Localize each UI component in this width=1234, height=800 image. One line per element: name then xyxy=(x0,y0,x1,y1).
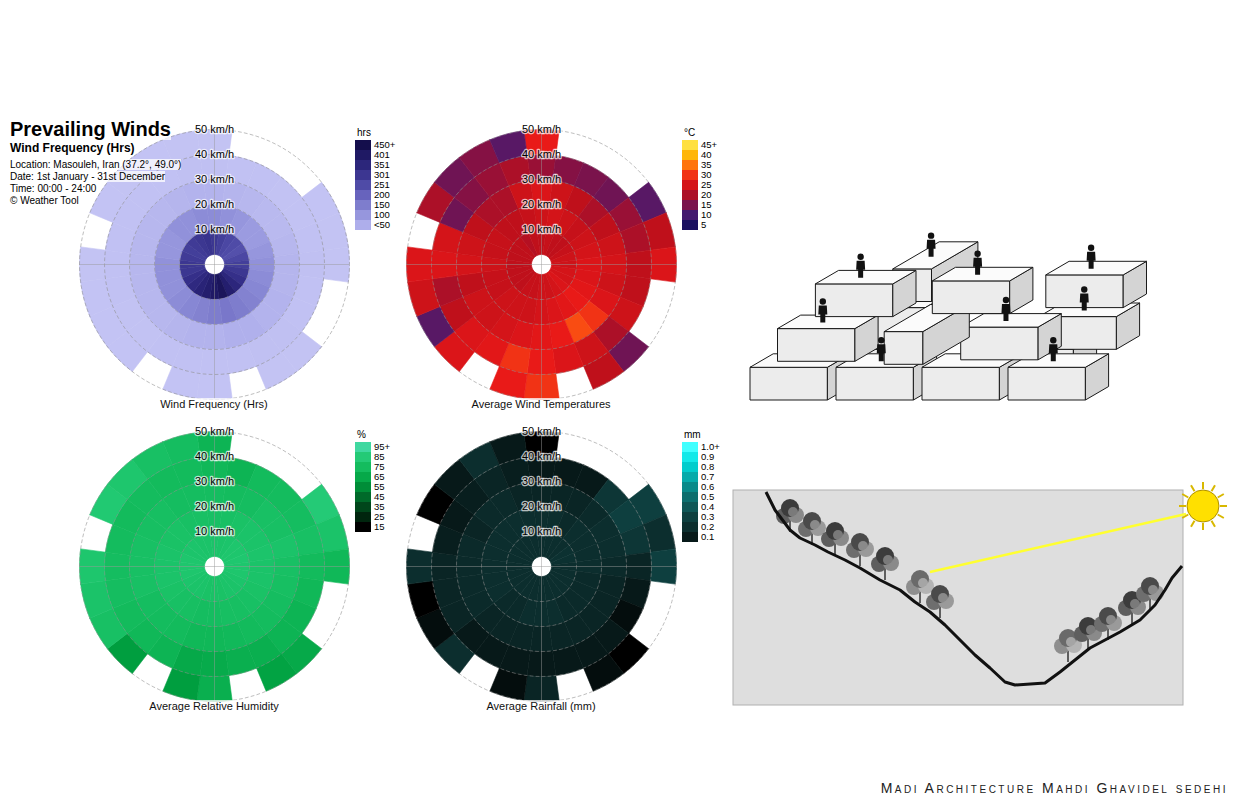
svg-text:10 km/h: 10 km/h xyxy=(522,525,561,537)
svg-text:45+: 45+ xyxy=(701,138,718,150)
svg-text:50 km/h: 50 km/h xyxy=(195,123,234,135)
svg-text:35: 35 xyxy=(701,158,712,170)
svg-text:20 km/h: 20 km/h xyxy=(522,500,561,512)
svg-text:0.6: 0.6 xyxy=(701,480,715,492)
svg-text:25: 25 xyxy=(701,178,712,190)
svg-text:401: 401 xyxy=(374,148,390,160)
svg-text:15: 15 xyxy=(701,198,712,210)
svg-text:65: 65 xyxy=(374,470,385,482)
svg-text:95+: 95+ xyxy=(374,440,391,452)
html-text:Wind Frequency (Hrs): Wind Frequency (Hrs) xyxy=(160,398,268,410)
html-text:Time: 00:00 - 24:00: Time: 00:00 - 24:00 xyxy=(10,183,97,194)
svg-text:0.1: 0.1 xyxy=(701,531,714,542)
svg-text:30 km/h: 30 km/h xyxy=(195,173,234,185)
svg-text:30: 30 xyxy=(701,168,712,180)
svg-text:<50: <50 xyxy=(374,219,390,230)
svg-text:40 km/h: 40 km/h xyxy=(195,450,234,462)
svg-text:50 km/h: 50 km/h xyxy=(195,425,234,437)
svg-text:40 km/h: 40 km/h xyxy=(522,450,561,462)
svg-text:251: 251 xyxy=(374,178,390,190)
svg-text:301: 301 xyxy=(374,168,390,180)
svg-text:10 km/h: 10 km/h xyxy=(195,525,234,537)
html-text:© Weather Tool: © Weather Tool xyxy=(10,195,79,206)
svg-text:10 km/h: 10 km/h xyxy=(195,223,234,235)
svg-text:75: 75 xyxy=(374,460,385,472)
svg-text:1.0+: 1.0+ xyxy=(701,440,720,452)
svg-text:0.3: 0.3 xyxy=(701,510,715,522)
svg-text:0.8: 0.8 xyxy=(701,460,715,472)
svg-text:20: 20 xyxy=(701,188,712,200)
svg-text:30 km/h: 30 km/h xyxy=(195,475,234,487)
svg-text:55: 55 xyxy=(374,480,385,492)
svg-text:30 km/h: 30 km/h xyxy=(522,173,561,185)
html-text:Madi Architecture Mahdi Ghavid: Madi Architecture Mahdi Ghavidel sedehi xyxy=(880,780,1228,796)
svg-text:20 km/h: 20 km/h xyxy=(195,500,234,512)
svg-text:45: 45 xyxy=(374,490,385,502)
svg-text:mm: mm xyxy=(684,429,701,440)
svg-text:100: 100 xyxy=(374,208,390,220)
svg-text:10: 10 xyxy=(701,208,712,220)
html-text:Average Wind Temperatures: Average Wind Temperatures xyxy=(471,398,611,410)
svg-text:85: 85 xyxy=(374,450,385,462)
svg-text:50 km/h: 50 km/h xyxy=(522,123,561,135)
svg-text:450+: 450+ xyxy=(374,138,396,150)
svg-text:15: 15 xyxy=(374,521,385,532)
svg-text:40 km/h: 40 km/h xyxy=(522,148,561,160)
svg-text:150: 150 xyxy=(374,198,390,210)
html-text:Average Relative Humidity: Average Relative Humidity xyxy=(149,700,279,712)
svg-text:200: 200 xyxy=(374,188,390,200)
svg-text:40: 40 xyxy=(701,148,712,160)
svg-text:10 km/h: 10 km/h xyxy=(522,223,561,235)
svg-text:20 km/h: 20 km/h xyxy=(195,198,234,210)
svg-text:50 km/h: 50 km/h xyxy=(522,425,561,437)
html-text:Location: Masouleh, Iran (37.2: Location: Masouleh, Iran (37.2°, 49.0°) xyxy=(10,159,182,170)
svg-text:0.9: 0.9 xyxy=(701,450,715,462)
svg-text:0.2: 0.2 xyxy=(701,520,715,532)
svg-text:0.5: 0.5 xyxy=(701,490,715,502)
svg-text:5: 5 xyxy=(701,219,706,230)
html-text:Date: 1st January - 31st Decem: Date: 1st January - 31st December xyxy=(10,171,166,182)
html-text:Prevailing Winds: Prevailing Winds xyxy=(10,118,171,140)
svg-text:351: 351 xyxy=(374,158,390,170)
svg-text:°C: °C xyxy=(684,127,695,138)
svg-text:35: 35 xyxy=(374,500,385,512)
svg-text:25: 25 xyxy=(374,510,385,522)
html-text:Wind Frequency (Hrs): Wind Frequency (Hrs) xyxy=(10,141,135,155)
svg-text:30 km/h: 30 km/h xyxy=(522,475,561,487)
svg-text:%: % xyxy=(357,429,366,440)
svg-text:20 km/h: 20 km/h xyxy=(522,198,561,210)
html-text:Average Rainfall (mm): Average Rainfall (mm) xyxy=(486,700,596,712)
svg-text:40 km/h: 40 km/h xyxy=(195,148,234,160)
svg-text:0.7: 0.7 xyxy=(701,470,715,482)
svg-text:hrs: hrs xyxy=(357,127,371,138)
svg-text:0.4: 0.4 xyxy=(701,500,715,512)
